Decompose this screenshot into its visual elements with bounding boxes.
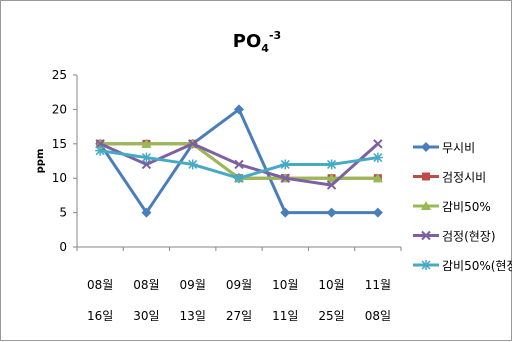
series-4-point [187, 159, 198, 170]
series-0-point [280, 207, 291, 218]
series-4-point [326, 159, 337, 170]
legend-item-1: 검정시비 [413, 171, 486, 185]
series-3-point-stroke-b [188, 139, 198, 149]
x-ticks: 08월 16일 08월 30일 09월 13일 09월 27일 10월 11일 10월 25일 11월 0… [76, 247, 402, 323]
legend-swatch-marker [421, 260, 431, 270]
y-tick-label: 10 [52, 171, 67, 185]
x-tick-label-month: 10월 [272, 278, 298, 292]
x-tick-label-day: 25일 [318, 309, 344, 323]
series-4-point [234, 173, 244, 184]
series-4-point [372, 152, 383, 163]
title-main: PO [233, 31, 262, 52]
series-0-point [372, 207, 383, 218]
series-group [95, 104, 383, 218]
series-4 [95, 145, 383, 184]
series-2-point [141, 138, 152, 148]
axes [76, 75, 401, 248]
x-tick-label-month: 11월 [365, 278, 391, 292]
series-3-point-stroke-b [141, 159, 152, 170]
series-2-point [326, 173, 337, 183]
series-3-point [234, 159, 244, 170]
series-3-point [280, 173, 290, 183]
series-3-point [326, 180, 337, 190]
y-tick-label: 0 [59, 240, 67, 254]
series-3-point [188, 139, 198, 149]
x-tick-label-month: 09월 [180, 278, 206, 292]
series-0-point [234, 104, 244, 115]
series-3 [95, 139, 383, 190]
series-2-point [372, 173, 383, 183]
legend-label: 무시비 [442, 141, 475, 155]
x-tick-label-month: 08월 [133, 278, 159, 292]
legend-swatch-marker [422, 172, 430, 181]
legend-label: 검정시비 [442, 171, 486, 185]
legend-swatch-marker [421, 230, 431, 241]
legend-item-0: 무시비 [413, 141, 475, 155]
x-tick-label-month: 09월 [226, 278, 252, 292]
series-3-point [141, 159, 152, 170]
series-3-point-stroke-b [234, 159, 244, 170]
x-tick-label-month: 08월 [87, 278, 113, 292]
title-superscript: -3 [269, 29, 281, 42]
y-tick-label: 20 [52, 102, 67, 116]
y-tick-label: 25 [52, 68, 67, 82]
y-tick-label: 15 [52, 137, 67, 151]
series-0-point [141, 207, 152, 218]
series-3-point-stroke-b [373, 139, 383, 149]
legend-item-2: 감비50% [413, 200, 491, 214]
x-tick-label-day: 30일 [133, 309, 159, 323]
x-tick-label-day: 27일 [226, 309, 252, 323]
series-3-point-stroke-b [95, 139, 105, 149]
series-3-point [95, 139, 105, 149]
legend-swatch-marker [421, 201, 431, 210]
series-4-point [95, 145, 106, 156]
series-3-point [373, 139, 383, 149]
series-4-point [141, 152, 152, 163]
y-tick-label: 5 [59, 206, 67, 220]
y-axis-label: ppm [35, 149, 46, 174]
y-ticks: 0 5 10 15 20 25 [52, 68, 77, 254]
series-4-point [280, 159, 291, 170]
series-3-point-stroke-b [326, 180, 337, 190]
legend-swatch-marker [421, 142, 431, 152]
title-subscript: 4 [261, 42, 269, 55]
x-tick-label-day: 13일 [180, 309, 206, 323]
x-tick-label-day: 08일 [365, 309, 391, 323]
series-0-point [326, 207, 337, 218]
x-tick-label-day: 11일 [272, 309, 298, 323]
legend-item-3: 검정(현장) [413, 230, 496, 244]
series-3-point-stroke-b [280, 173, 290, 183]
legend-label: 감비50% [442, 200, 491, 214]
chart-title: PO4-3 [233, 29, 281, 55]
legend-swatch-marker-stroke-b [421, 230, 431, 241]
x-tick-label-month: 10월 [318, 278, 344, 292]
legend-label: 감비50%(현장) [442, 259, 512, 273]
x-tick-label-day: 16일 [87, 309, 113, 323]
legend-item-4: 감비50%(현장) [413, 259, 512, 273]
legend-label: 검정(현장) [442, 230, 496, 244]
